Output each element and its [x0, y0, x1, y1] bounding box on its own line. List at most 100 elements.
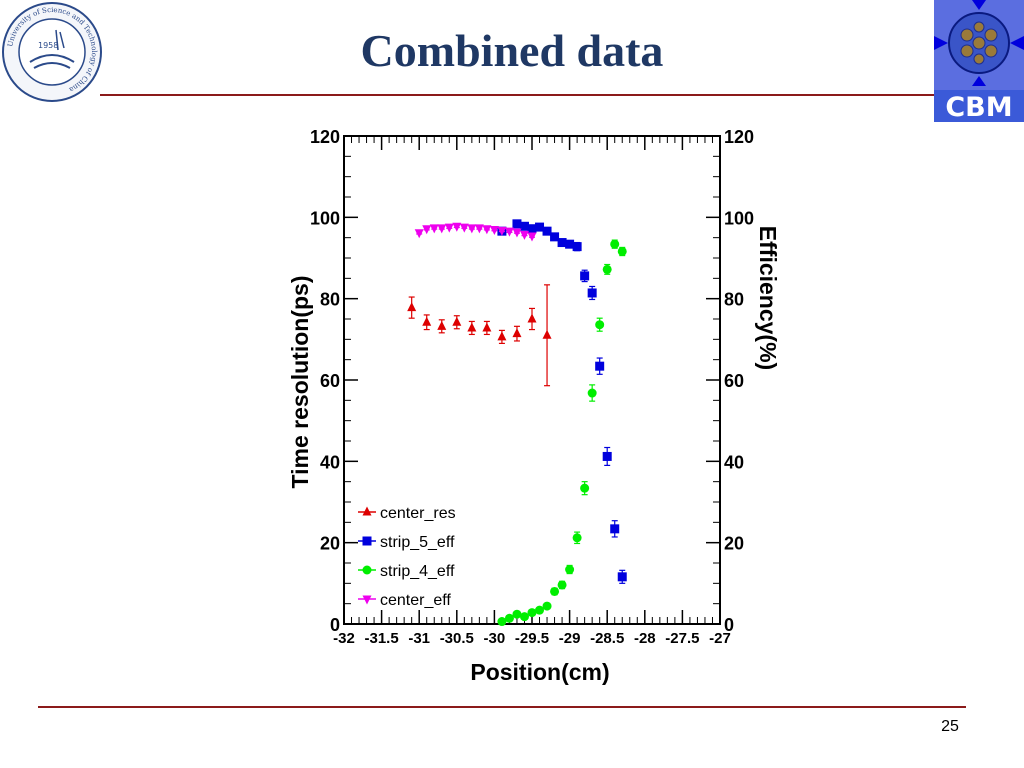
y2-tick-label: 80: [724, 290, 744, 310]
y2-tick-label: 60: [724, 371, 744, 391]
data-point-center_res: [512, 328, 522, 338]
data-point-center_eff: [414, 229, 424, 239]
data-point-center_eff: [444, 223, 454, 233]
data-point-center_eff: [527, 232, 537, 242]
data-point-strip_5_eff: [550, 232, 560, 242]
x-tick-label: -27.5: [665, 630, 699, 647]
y-tick-label: 100: [310, 208, 340, 228]
data-point-center_eff: [429, 224, 439, 234]
series-center_eff: [414, 222, 537, 242]
x-axis-title: Position(cm): [470, 659, 609, 685]
seal-year: 1958: [38, 41, 58, 50]
legend-label: center_res: [380, 505, 456, 522]
data-point-strip_4_eff: [595, 320, 605, 330]
y-tick-label: 40: [320, 452, 340, 472]
legend-entry-strip_5_eff: strip_5_eff: [358, 534, 455, 551]
data-point-strip_5_eff: [557, 238, 567, 248]
data-point-center_res: [542, 329, 552, 339]
y2-tick-label: 0: [724, 615, 734, 635]
data-point-strip_5_eff: [527, 224, 537, 234]
axis-ticks: [343, 135, 721, 625]
x-tick-label: -28.5: [590, 630, 624, 647]
data-point-strip_4_eff: [527, 608, 537, 618]
data-point-strip_4_eff: [587, 388, 597, 398]
x-tick-label: -28: [634, 630, 656, 647]
data-point-strip_4_eff: [557, 580, 567, 590]
data-point-center_res: [527, 313, 537, 323]
y-tick-label: 120: [310, 127, 340, 147]
data-point-strip_4_eff: [504, 613, 514, 623]
data-point-strip_4_eff: [542, 601, 552, 611]
data-point-strip_4_eff: [602, 264, 612, 274]
data-point-strip_4_eff: [519, 612, 529, 622]
data-point-strip_5_eff: [602, 451, 612, 461]
y2-tick-label: 40: [724, 452, 744, 472]
legend-marker: [362, 595, 372, 605]
data-point-strip_4_eff: [535, 605, 545, 615]
data-point-center_res: [452, 316, 462, 326]
data-marks: [407, 219, 627, 627]
data-point-strip_5_eff: [572, 242, 582, 252]
slide-title: Combined data: [360, 25, 664, 76]
legend: center_res strip_5_eff strip_4_eff center_e…: [358, 505, 456, 609]
data-point-strip_4_eff: [572, 533, 582, 543]
x-tick-label: -27: [709, 630, 731, 647]
y-tick-label: 20: [320, 534, 340, 554]
legend-label: strip_5_eff: [380, 534, 455, 551]
data-point-center_eff: [504, 227, 514, 237]
legend-label: strip_4_eff: [380, 563, 455, 580]
data-point-strip_4_eff: [565, 565, 575, 575]
data-point-center_eff: [512, 228, 522, 238]
y-tick-label: 60: [320, 371, 340, 391]
data-point-strip_4_eff: [550, 586, 560, 596]
x-tick-label: -29: [559, 630, 581, 647]
legend-entry-center_res: center_res: [358, 505, 456, 522]
data-point-center_res: [497, 331, 507, 341]
data-point-strip_5_eff: [519, 221, 529, 231]
x-tick-label: -31.5: [364, 630, 398, 647]
data-point-strip_5_eff: [580, 271, 590, 281]
x-tick-label: -30.5: [440, 630, 474, 647]
y-tick-label: 0: [330, 615, 340, 635]
data-point-strip_5_eff: [617, 572, 627, 582]
data-point-center_res: [437, 320, 447, 330]
title-divider: [100, 94, 940, 96]
footer-divider: [38, 706, 966, 708]
legend-marker: [362, 565, 372, 575]
data-point-strip_5_eff: [512, 219, 522, 229]
y2-tick-label: 20: [724, 534, 744, 554]
data-point-center_eff: [452, 222, 462, 232]
data-point-center_eff: [474, 224, 484, 234]
legend-entry-center_eff: center_eff: [358, 592, 451, 609]
data-point-strip_4_eff: [580, 483, 590, 493]
series-strip_4_eff: [497, 239, 627, 627]
legend-entry-strip_4_eff: strip_4_eff: [358, 563, 455, 580]
cbm-logo-text: CBM: [945, 92, 1012, 122]
x-tick-label: -31: [408, 630, 430, 647]
data-point-strip_4_eff: [497, 617, 507, 627]
legend-marker: [362, 536, 372, 546]
data-point-strip_5_eff: [595, 361, 605, 371]
data-point-strip_5_eff: [542, 226, 552, 236]
y-axis-title: Time resolution(ps): [287, 276, 313, 489]
data-point-center_eff: [422, 225, 432, 235]
y2-tick-label: 120: [724, 127, 754, 147]
ustc-seal-icon: University of Science and Technology of …: [2, 2, 102, 102]
y2-axis-title: Efficiency(%): [755, 226, 781, 370]
data-point-center_res: [422, 316, 432, 326]
series-center_res: [407, 284, 552, 387]
data-point-center_res: [467, 322, 477, 332]
data-point-center_eff: [497, 226, 507, 236]
data-point-center_eff: [482, 225, 492, 235]
x-tick-label: -29.5: [515, 630, 549, 647]
tick-labels: 0 0 20 20 40 40 60 60 80 80 100 100 120 120 -32 -31.5 -3…: [310, 127, 754, 647]
data-point-strip_5_eff: [535, 222, 545, 232]
legend-marker: [362, 506, 372, 516]
x-tick-label: -32: [333, 630, 355, 647]
x-tick-label: -30: [484, 630, 506, 647]
data-point-center_eff: [519, 230, 529, 240]
data-point-center_res: [407, 302, 417, 312]
data-point-strip_5_eff: [610, 524, 620, 534]
page-number: 25: [941, 718, 959, 735]
